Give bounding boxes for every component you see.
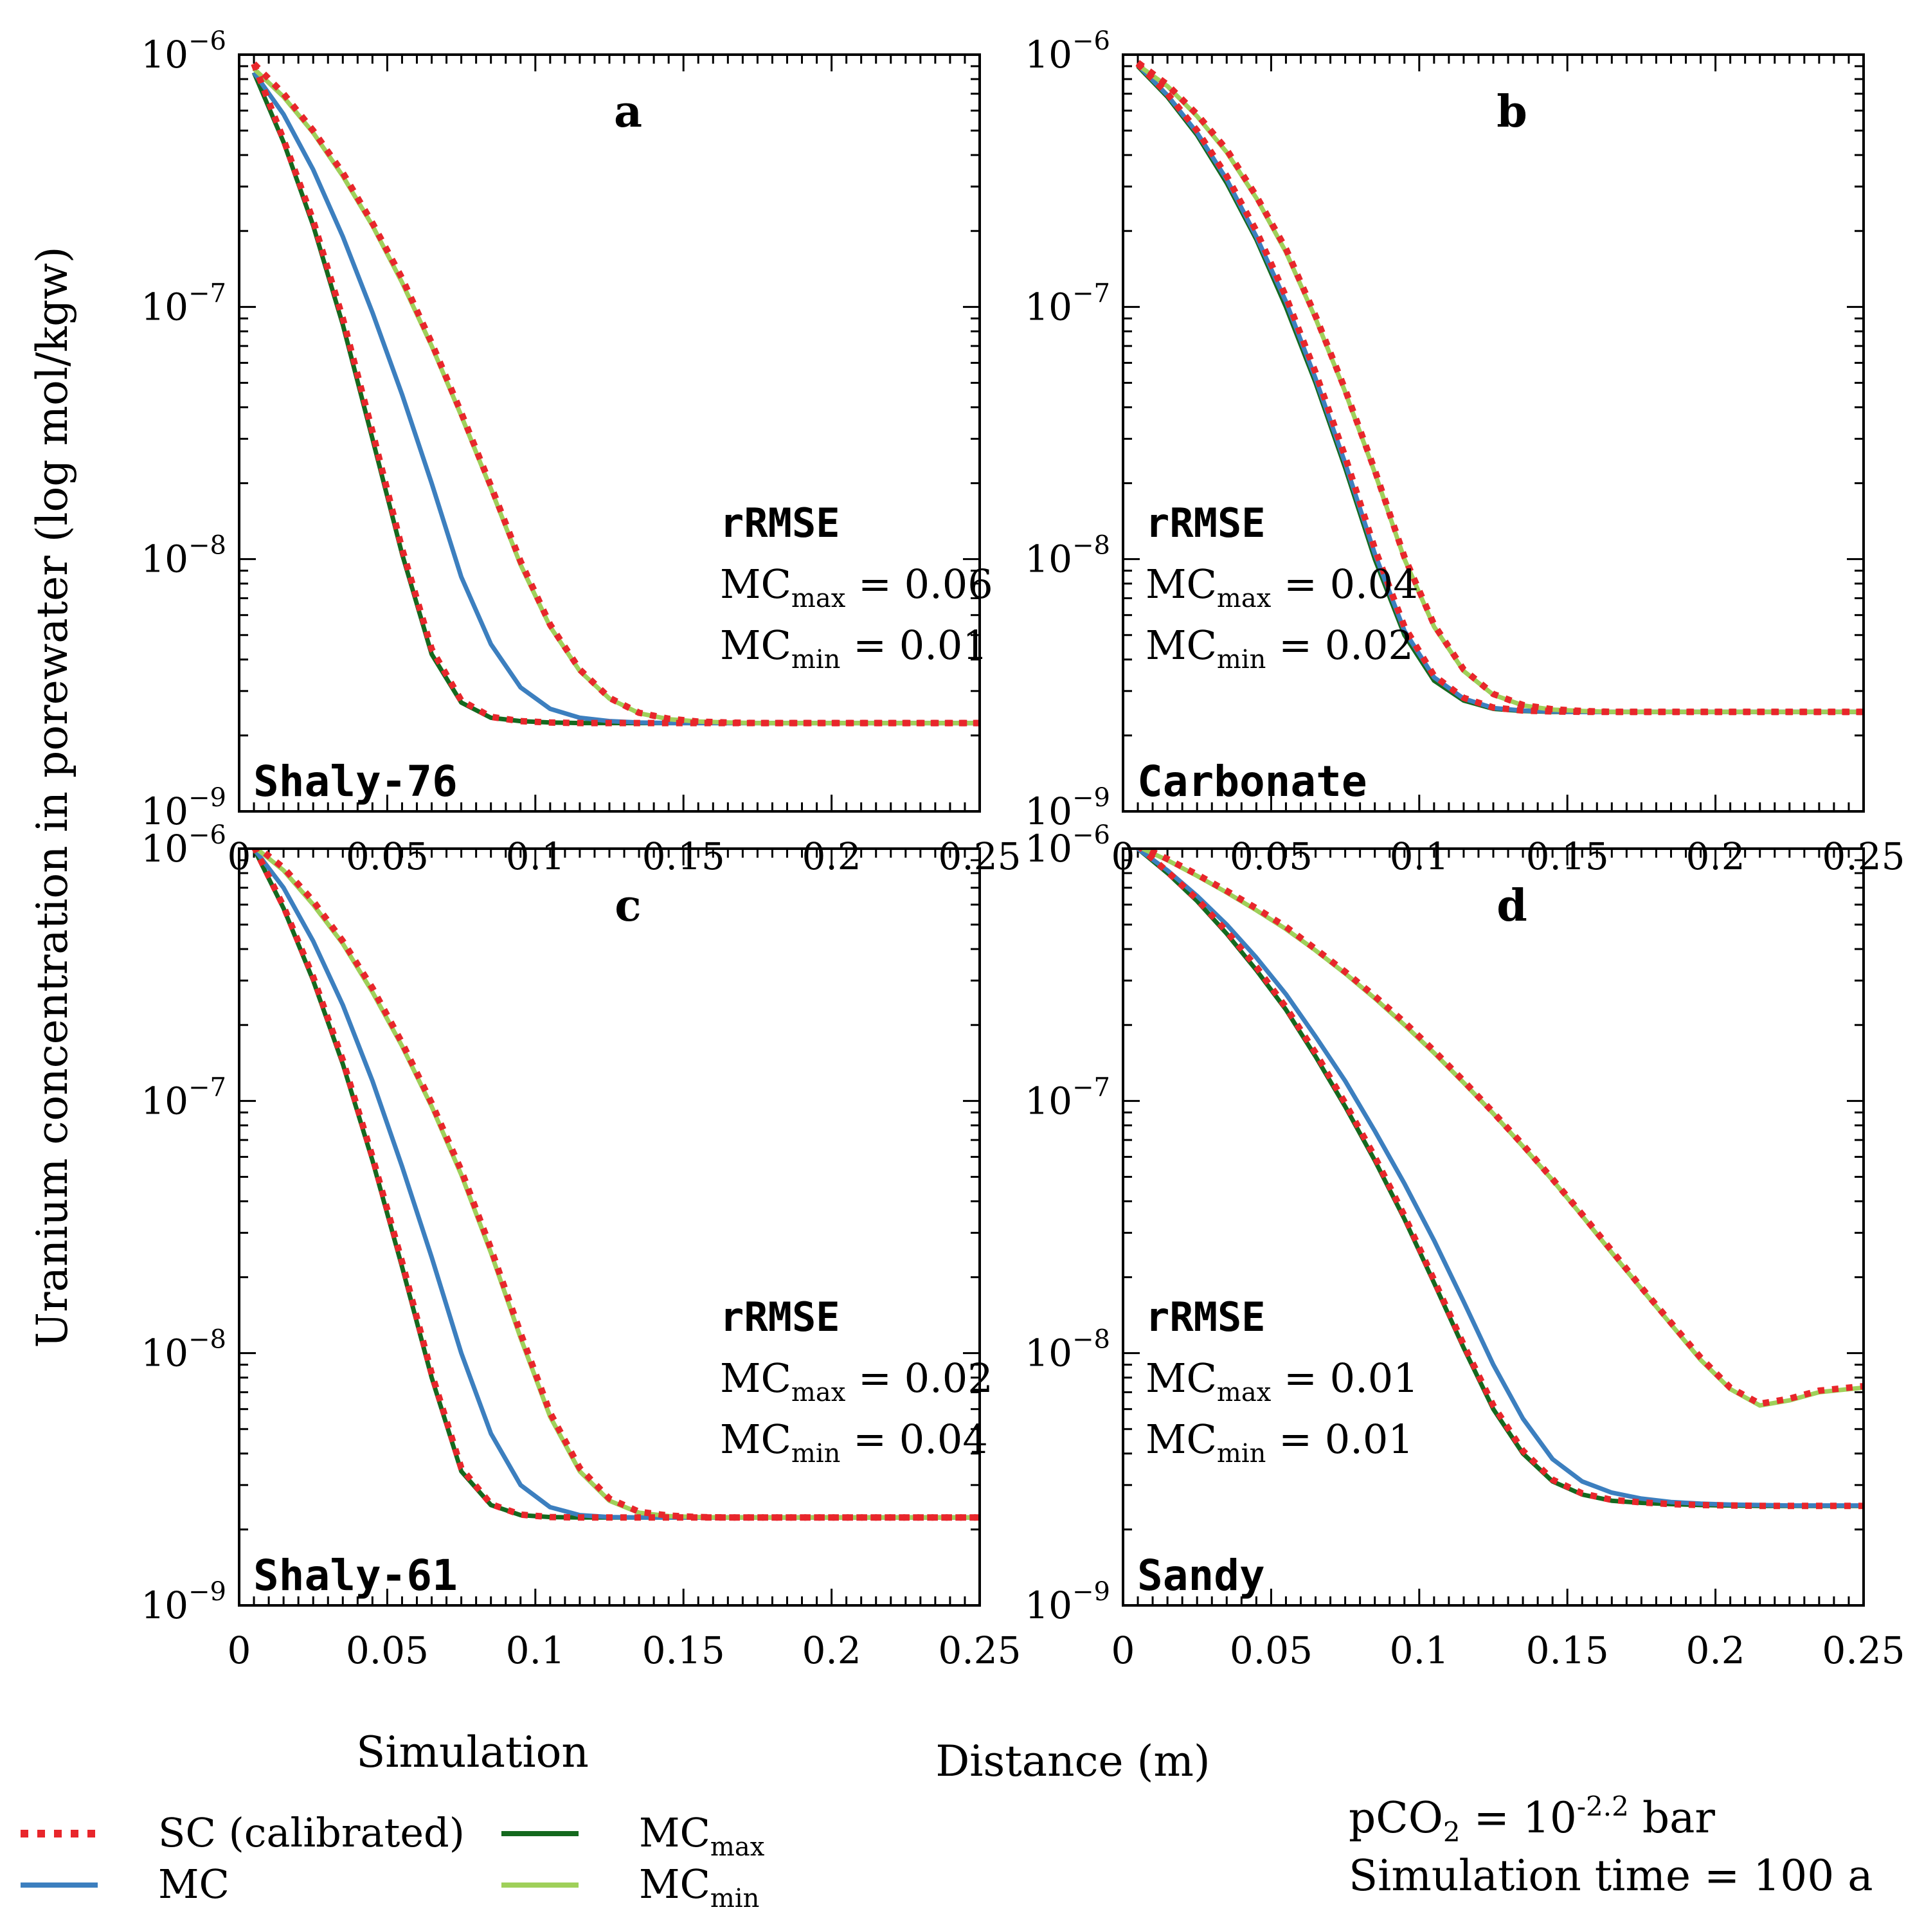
legend-mcmax-label: MCmax (639, 1809, 765, 1862)
panels: 10−9 10−8 10−7 10−6 0 0.05 0.1 0.15 0.2 0.25 a Shal… (141, 26, 1905, 1672)
plot-frame (238, 847, 981, 1607)
y-tick-label: 10−7 (141, 1072, 226, 1123)
y-tick-label: 10−8 (1025, 1325, 1110, 1375)
panel-b: 10−910−810−710−60 0.05 0.1 0.15 0.2 0.25bCarb… (1025, 26, 1905, 878)
x-tick-label: 0.2 (1686, 1629, 1745, 1672)
y-tick-label: 10−9 (1025, 1577, 1110, 1627)
series-line-sc (1135, 61, 1864, 716)
panel-name: Sandy (1137, 1551, 1265, 1600)
x-tick-label: 0.1 (506, 1629, 565, 1672)
x-tick-label: 0.2 (802, 1629, 861, 1672)
x-tick-label: 0.25 (1822, 1629, 1905, 1672)
y-tick-label: 10−7 (1025, 1072, 1110, 1123)
y-tick-label: 10−9 (1025, 783, 1110, 833)
panel-a: 10−910−810−710−60 0.05 0.1 0.15 0.2 0.25aShal… (141, 26, 1021, 878)
panel-letter: c (615, 880, 641, 932)
y-tick-label: 10−7 (141, 278, 226, 329)
rrmse-mc-min: MCmin = 0.02 (1146, 622, 1414, 674)
y-axis-title: Uranium concentration in porewater (log … (28, 246, 77, 1348)
x-tick-label: 0.15 (642, 1629, 725, 1672)
pco2-note: pCO2 = 10-2.2 bar (1349, 1791, 1715, 1848)
rrmse-mc-min: MCmin = 0.01 (720, 622, 988, 674)
y-tick-label: 10−8 (1025, 531, 1110, 581)
plot-frame (1122, 53, 1865, 813)
simulation-time-note: Simulation time = 100 a (1349, 1851, 1873, 1900)
x-tick-label: 0.15 (1526, 1629, 1609, 1672)
panel-name: Carbonate (1137, 757, 1367, 806)
panel-name: Shaly-61 (253, 1551, 458, 1600)
x-tick-label: 0 (1111, 1629, 1135, 1672)
plot-frame (238, 53, 981, 813)
y-tick-label: 10−8 (141, 1325, 226, 1375)
legend-mcmin-label: MCmin (639, 1861, 759, 1913)
x-tick-label: 0.1 (1390, 1629, 1449, 1672)
legend: SC (calibrated) MC MCmax MCmin (21, 1809, 765, 1913)
series-line-sc (251, 61, 980, 727)
rrmse-mc-min: MCmin = 0.04 (720, 1416, 988, 1468)
x-tick-label: 0.25 (938, 1629, 1021, 1672)
y-tick-label: 10−6 (141, 820, 226, 871)
x-axis-title: Distance (m) (935, 1737, 1210, 1786)
series-line-sc (1137, 849, 1864, 1510)
rrmse-mc-min: MCmin = 0.01 (1146, 1416, 1414, 1468)
rrmse-mc-max: MCmax = 0.04 (1146, 561, 1419, 613)
rrmse-title: rRMSE (1146, 1294, 1266, 1341)
y-tick-label: 10−6 (1025, 820, 1110, 871)
rrmse-title: rRMSE (720, 1294, 840, 1341)
series-line-sc (251, 62, 980, 727)
panel-letter: d (1497, 880, 1527, 932)
plot-frame (1122, 847, 1865, 1607)
rrmse-mc-max: MCmax = 0.06 (720, 561, 993, 613)
y-tick-label: 10−6 (1025, 26, 1110, 77)
y-tick-label: 10−9 (141, 1577, 226, 1627)
rrmse-mc-max: MCmax = 0.02 (720, 1355, 993, 1407)
series-line-sc (251, 849, 980, 1521)
series-line-mc (1136, 849, 1864, 1508)
panel-letter: a (614, 86, 642, 138)
x-tick-label: 0 (228, 1629, 251, 1672)
legend-mc-label: MC (158, 1861, 229, 1908)
series-line-sc (1136, 60, 1864, 716)
y-tick-label: 10−6 (141, 26, 226, 77)
simulation-label: Simulation (356, 1728, 589, 1777)
panel-d: 10−9 10−8 10−7 10−6 0 0.05 0.1 0.15 0.2 0.25 d Sand… (1025, 820, 1905, 1672)
series-line-sc (1139, 849, 1864, 1407)
y-tick-label: 10−9 (141, 783, 226, 833)
y-tick-label: 10−8 (141, 531, 226, 581)
series-line-sc (254, 849, 980, 1521)
panel-c: 10−9 10−8 10−7 10−6 0 0.05 0.1 0.15 0.2 0.25 c Shal… (141, 820, 1021, 1672)
x-tick-label: 0.05 (346, 1629, 429, 1672)
rrmse-title: rRMSE (1146, 500, 1266, 546)
rrmse-mc-max: MCmax = 0.01 (1146, 1355, 1419, 1407)
legend-sc-label: SC (calibrated) (158, 1809, 465, 1856)
x-tick-label: 0.05 (1230, 1629, 1313, 1672)
rrmse-title: rRMSE (720, 500, 840, 546)
panel-letter: b (1497, 86, 1527, 138)
y-tick-label: 10−7 (1025, 278, 1110, 329)
panel-name: Shaly-76 (253, 757, 458, 806)
